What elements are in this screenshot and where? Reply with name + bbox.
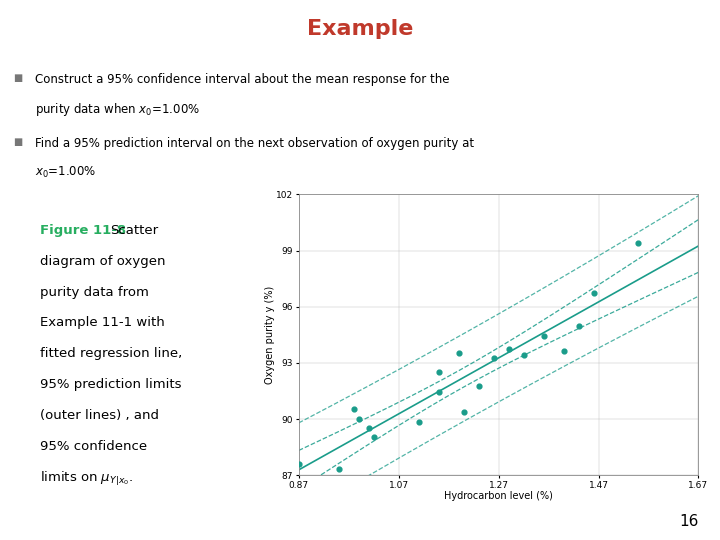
- Point: [363, 423, 374, 432]
- Point: [503, 345, 514, 353]
- Text: Find a 95% prediction interval on the next observation of oxygen purity at: Find a 95% prediction interval on the ne…: [35, 137, 474, 150]
- Point: [433, 368, 444, 376]
- Point: [293, 460, 305, 469]
- Text: ■: ■: [13, 73, 22, 83]
- Point: [488, 354, 500, 362]
- Text: Example: Example: [307, 19, 413, 39]
- Text: limits on $\mu_{Y|x_0}$.: limits on $\mu_{Y|x_0}$.: [40, 470, 132, 488]
- Text: Scatter: Scatter: [110, 224, 158, 237]
- Point: [453, 348, 464, 357]
- Text: diagram of oxygen: diagram of oxygen: [40, 255, 165, 268]
- Point: [348, 404, 359, 413]
- Text: ■: ■: [13, 137, 22, 147]
- Point: [353, 415, 364, 423]
- Text: fitted regression line,: fitted regression line,: [40, 347, 182, 360]
- Text: Figure 11-8: Figure 11-8: [40, 224, 126, 237]
- Point: [573, 321, 585, 330]
- Text: $x_0$=1.00%: $x_0$=1.00%: [35, 165, 96, 180]
- Point: [433, 388, 444, 396]
- Text: 16: 16: [679, 514, 698, 529]
- Point: [518, 351, 529, 360]
- Point: [368, 433, 379, 441]
- Text: Example 11-1 with: Example 11-1 with: [40, 316, 164, 329]
- Point: [558, 346, 570, 355]
- Text: purity data from: purity data from: [40, 286, 148, 299]
- Point: [538, 332, 549, 340]
- X-axis label: Hydrocarbon level (%): Hydrocarbon level (%): [444, 491, 553, 501]
- Point: [413, 417, 425, 426]
- Point: [473, 382, 485, 390]
- Point: [588, 289, 599, 298]
- Text: 95% confidence: 95% confidence: [40, 440, 147, 453]
- Text: purity data when $x_0$=1.00%: purity data when $x_0$=1.00%: [35, 101, 199, 118]
- Text: (outer lines) , and: (outer lines) , and: [40, 409, 158, 422]
- Text: 95% prediction limits: 95% prediction limits: [40, 378, 181, 391]
- Point: [633, 238, 644, 247]
- Point: [458, 407, 469, 416]
- Point: [333, 465, 345, 474]
- Y-axis label: Oxygen purity y (%): Oxygen purity y (%): [265, 286, 275, 384]
- Text: Construct a 95% confidence interval about the mean response for the: Construct a 95% confidence interval abou…: [35, 73, 449, 86]
